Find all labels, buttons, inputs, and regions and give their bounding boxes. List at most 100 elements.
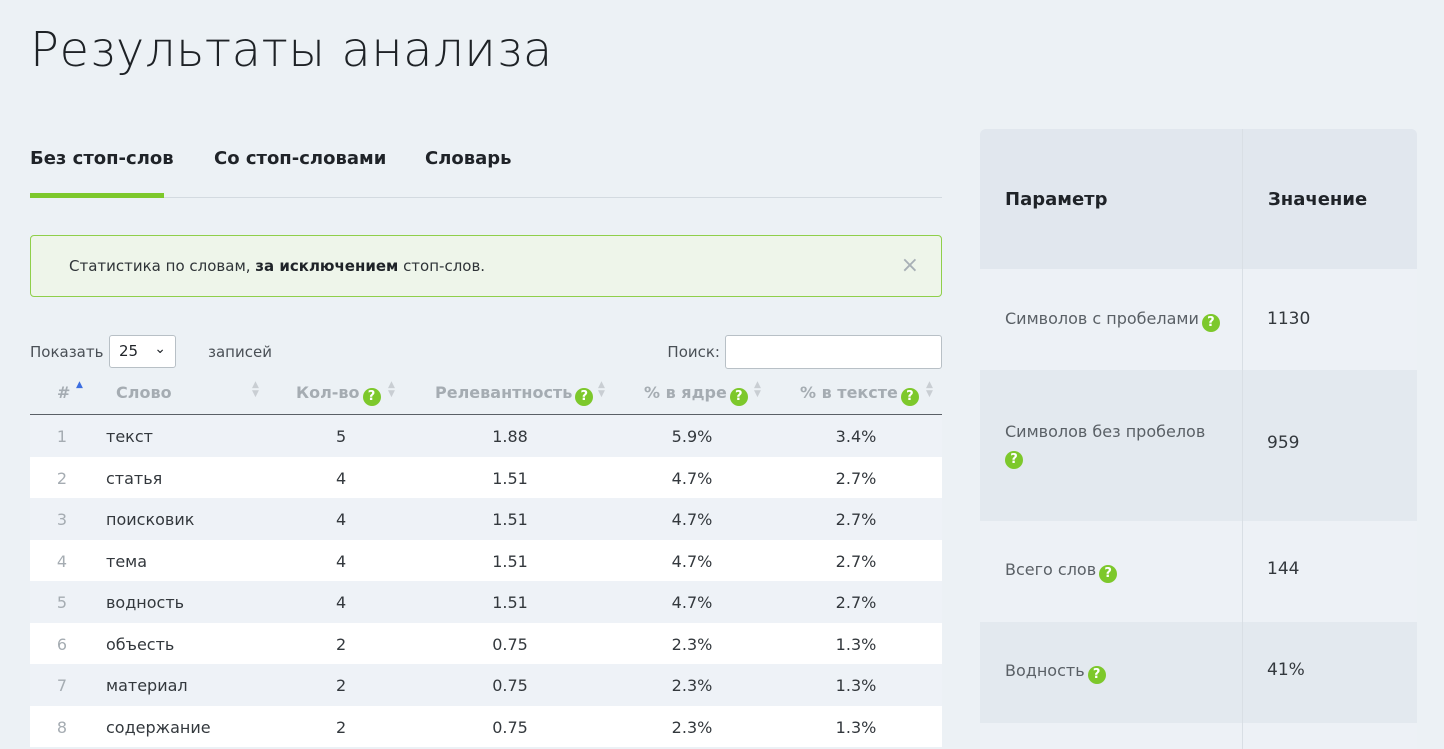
row-relevance: 1.51 <box>492 551 528 571</box>
table-row: 3 поисковик 4 1.51 4.7% 2.7% <box>30 498 942 540</box>
row-word: материал <box>106 676 188 695</box>
alert-text-suffix: стоп-слов. <box>398 257 486 275</box>
stats-row: Всего слов? 144 <box>980 521 1417 622</box>
stats-value: 144 <box>1267 559 1300 579</box>
sort-icon[interactable]: ▲ ▼ <box>926 380 933 399</box>
stats-header-value: Значение <box>1268 189 1368 210</box>
row-core-percent: 4.7% <box>671 551 713 571</box>
col-header-index[interactable]: # <box>57 383 71 402</box>
sort-icon[interactable]: ▲ ▼ <box>252 380 259 399</box>
stats-value: 959 <box>1267 433 1300 453</box>
row-core-percent: 4.7% <box>671 510 713 529</box>
row-text-percent: 1.3% <box>835 634 877 654</box>
stats-param: Символов без пробелов? <box>1005 420 1225 469</box>
stats-param: Водность? <box>1005 659 1106 684</box>
stats-header: Параметр Значение <box>980 129 1417 269</box>
table-row: 6 объесть 2 0.75 2.3% 1.3% <box>30 622 942 664</box>
col-header-relevance-label: Релевантность <box>435 383 573 402</box>
stats-column-divider <box>1242 129 1243 749</box>
col-header-core-percent[interactable]: % в ядре? <box>644 383 748 406</box>
help-icon[interactable]: ? <box>1005 451 1023 469</box>
page-size-value: 25 <box>119 342 139 360</box>
tab-without-stopwords[interactable]: Без стоп-слов <box>30 148 174 169</box>
help-icon[interactable]: ? <box>1201 314 1220 332</box>
row-relevance: 1.51 <box>492 468 528 488</box>
col-header-relevance[interactable]: Релевантность? <box>435 383 594 406</box>
help-icon[interactable]: ? <box>575 388 594 406</box>
stats-panel: Параметр Значение Символов с пробелами? … <box>980 129 1417 749</box>
stats-header-param: Параметр <box>1005 189 1108 210</box>
table-body: 1 текст 5 1.88 5.9% 3.4% 2 статья 4 1.51 4.7% 2.7% 3… <box>30 415 942 747</box>
col-header-text-label: % в тексте <box>800 383 898 402</box>
tab-with-stopwords[interactable]: Со стоп-словами <box>214 148 387 169</box>
table-controls: Показать 25 ⌄ записей Поиск: <box>30 335 942 369</box>
help-icon[interactable]: ? <box>1087 666 1106 684</box>
row-word: статья <box>106 468 163 488</box>
row-index: 4 <box>56 551 68 571</box>
stats-param: Всего слов? <box>1005 558 1118 583</box>
row-index: 6 <box>56 634 68 654</box>
row-word: водность <box>106 593 185 612</box>
search-input[interactable] <box>725 335 942 369</box>
sort-icon[interactable]: ▲ ▼ <box>598 380 605 399</box>
alert-text-bold: за исключением <box>255 257 399 275</box>
info-alert: Статистика по словам, за исключением сто… <box>30 235 942 297</box>
row-word: текст <box>106 427 153 446</box>
stats-row: Водность? 41% <box>980 622 1417 723</box>
row-word: тема <box>106 551 148 571</box>
row-relevance: 1.51 <box>492 593 528 612</box>
alert-text-prefix: Статистика по словам, <box>69 257 256 275</box>
table-row: 1 текст 5 1.88 5.9% 3.4% <box>30 415 942 457</box>
alert-text: Статистика по словам, за исключением сто… <box>69 257 485 275</box>
col-header-word[interactable]: Слово <box>116 383 172 402</box>
words-table: # ▲ Слово ▲ ▼ Кол-во? ▲ ▼ Релевантность? ▲… <box>30 376 942 747</box>
sort-icon[interactable]: ▲ ▼ <box>388 380 395 399</box>
row-text-percent: 2.7% <box>835 510 877 529</box>
row-index: 5 <box>56 593 68 612</box>
row-core-percent: 2.3% <box>671 717 713 737</box>
table-row: 7 материал 2 0.75 2.3% 1.3% <box>30 664 942 706</box>
row-text-percent: 1.3% <box>835 717 877 737</box>
row-text-percent: 2.7% <box>835 551 877 571</box>
stats-row: Символов с пробелами? 1130 <box>980 269 1417 370</box>
sort-asc-icon[interactable]: ▲ <box>76 380 83 390</box>
col-header-count[interactable]: Кол-во? <box>296 383 381 406</box>
table-row: 4 тема 4 1.51 4.7% 2.7% <box>30 539 942 581</box>
page-size-select[interactable]: 25 ⌄ <box>109 335 176 368</box>
search-label: Поиск: <box>667 343 720 361</box>
row-index: 8 <box>56 717 68 737</box>
table-row: 2 статья 4 1.51 4.7% 2.7% <box>30 456 942 498</box>
chevron-down-icon: ⌄ <box>154 341 166 357</box>
col-header-text-percent[interactable]: % в тексте? <box>800 383 919 406</box>
analysis-panel: Без стоп-слов Со стоп-словами Словарь Ст… <box>30 128 942 747</box>
stats-param-label: Символов с пробелами <box>1005 309 1199 328</box>
help-icon[interactable]: ? <box>729 388 748 406</box>
col-header-count-label: Кол-во <box>296 383 360 402</box>
table-row: 8 содержание 2 0.75 2.3% 1.3% <box>30 705 942 747</box>
stats-param-label: Всего слов <box>1005 560 1097 579</box>
stats-param-label: Символов без пробелов <box>1005 422 1206 441</box>
row-index: 2 <box>56 468 68 488</box>
row-relevance: 1.88 <box>492 427 528 446</box>
stats-value: 41% <box>1267 660 1305 680</box>
close-icon[interactable]: × <box>900 253 919 278</box>
row-word: поисковик <box>106 510 195 529</box>
active-tab-indicator <box>30 193 164 198</box>
table-header: # ▲ Слово ▲ ▼ Кол-во? ▲ ▼ Релевантность? ▲… <box>30 376 942 415</box>
stats-param-label: Водность <box>1005 661 1085 680</box>
row-word: содержание <box>106 717 211 737</box>
help-icon[interactable]: ? <box>900 388 919 406</box>
row-core-percent: 4.7% <box>671 593 713 612</box>
row-core-percent: 5.9% <box>671 427 713 446</box>
stats-row-partial <box>980 723 1417 749</box>
col-header-core-label: % в ядре <box>644 383 727 402</box>
sort-icon[interactable]: ▲ ▼ <box>754 380 761 399</box>
help-icon[interactable]: ? <box>1099 565 1118 583</box>
stats-value: 1130 <box>1267 309 1311 329</box>
row-text-percent: 3.4% <box>835 427 877 446</box>
row-relevance: 0.75 <box>492 676 528 695</box>
help-icon[interactable]: ? <box>362 388 381 406</box>
tab-dictionary[interactable]: Словарь <box>425 148 512 169</box>
row-core-percent: 2.3% <box>671 676 713 695</box>
tab-bar: Без стоп-слов Со стоп-словами Словарь <box>30 128 942 198</box>
